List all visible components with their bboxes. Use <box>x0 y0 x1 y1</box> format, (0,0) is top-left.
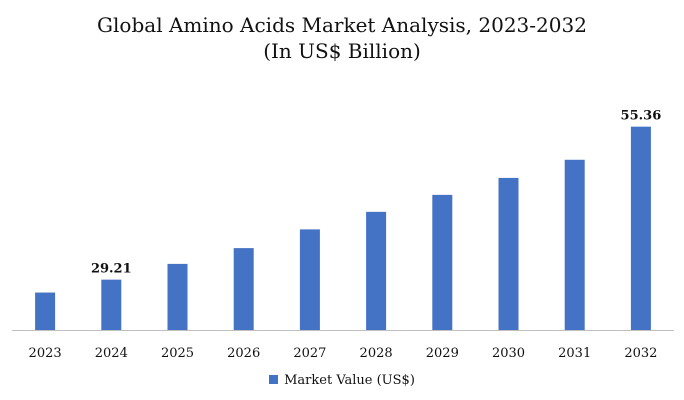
bar-2028 <box>366 211 387 330</box>
bar-2029 <box>432 194 453 330</box>
bars-layer <box>35 126 651 330</box>
chart-title: Global Amino Acids Market Analysis, 2023… <box>97 13 587 37</box>
data-label-2032: 55.36 <box>621 109 662 124</box>
chart-subtitle: (In US$ Billion) <box>263 39 421 63</box>
legend-swatch <box>269 375 279 384</box>
x-tick-label-2031: 2031 <box>558 346 591 361</box>
x-tick-labels-layer: 2023 2024 2025 2026 2027 2028 2029 2030 2031 2032 <box>29 346 658 361</box>
x-tick-label-2032: 2032 <box>624 346 657 361</box>
chart-title-block: Global Amino Acids Market Analysis, 2023… <box>0 12 684 64</box>
x-tick-label-2027: 2027 <box>293 346 326 361</box>
bar-2030 <box>498 177 519 330</box>
legend: Market Value (US$) <box>0 373 684 388</box>
bar-2025 <box>167 263 188 330</box>
bar-2027 <box>299 229 320 330</box>
bar-2023 <box>35 292 56 330</box>
x-tick-label-2024: 2024 <box>95 346 128 361</box>
data-labels-layer: 29.21 55.36 <box>91 109 661 277</box>
data-label-2024: 29.21 <box>91 262 132 277</box>
x-tick-label-2030: 2030 <box>492 346 525 361</box>
x-tick-label-2026: 2026 <box>227 346 260 361</box>
legend-label: Market Value (US$) <box>284 373 415 388</box>
x-tick-label-2023: 2023 <box>29 346 62 361</box>
x-tick-label-2029: 2029 <box>426 346 459 361</box>
x-tick-label-2028: 2028 <box>360 346 393 361</box>
bar-2024 <box>101 279 122 330</box>
bar-2032 <box>630 126 651 330</box>
bar-2031 <box>564 159 585 330</box>
x-tick-label-2025: 2025 <box>161 346 194 361</box>
bar-2026 <box>233 248 254 330</box>
